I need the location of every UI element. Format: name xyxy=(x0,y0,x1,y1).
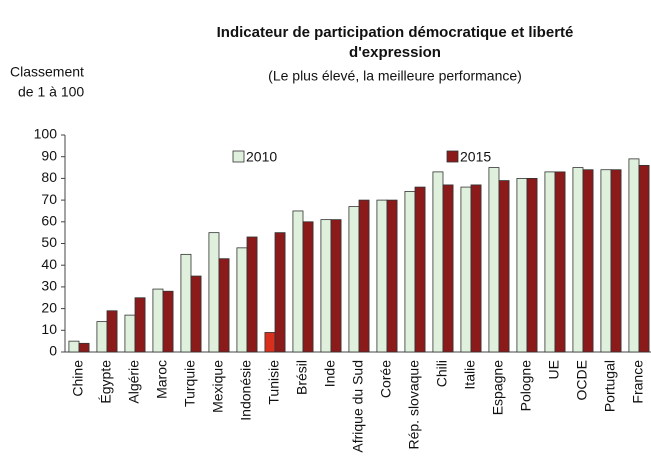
bar xyxy=(320,219,332,353)
bar xyxy=(414,186,426,353)
legend-label: 2015 xyxy=(460,149,491,165)
bar xyxy=(78,342,90,353)
x-tick-label: Égypte xyxy=(98,360,114,404)
chart-subtitle: (Le plus élevé, la meilleure performance… xyxy=(268,68,522,84)
bar xyxy=(386,199,398,353)
y-tick-label: 40 xyxy=(41,256,57,272)
bar xyxy=(208,232,220,353)
x-tick-label: Tunisie xyxy=(266,360,282,405)
legend-label: 2010 xyxy=(246,149,277,165)
x-tick-label: Corée xyxy=(378,360,394,398)
bar xyxy=(162,290,174,353)
bar xyxy=(460,186,472,353)
x-tick-label: France xyxy=(630,360,646,404)
bar xyxy=(404,191,416,353)
bar xyxy=(526,177,538,353)
y-axis-label: de 1 à 100 xyxy=(18,84,84,100)
bar xyxy=(432,171,444,353)
x-tick-label: Portugal xyxy=(602,360,618,412)
x-tick-label: Turquie xyxy=(182,360,198,407)
x-tick-label: Brésil xyxy=(294,360,310,395)
x-tick-label: OCDE xyxy=(574,360,590,400)
bar xyxy=(628,158,640,353)
bar xyxy=(274,232,286,353)
bar xyxy=(190,275,202,353)
x-tick-label: Afrique du Sud xyxy=(350,360,366,453)
x-tick-label: Inde xyxy=(322,360,338,387)
bar xyxy=(302,221,314,353)
bar xyxy=(218,258,230,353)
y-tick-label: 20 xyxy=(41,299,57,315)
x-tick-label: Pologne xyxy=(518,360,534,412)
bar xyxy=(638,164,650,353)
y-tick-label: 70 xyxy=(41,191,57,207)
y-axis-label: Classement xyxy=(10,64,84,80)
bar xyxy=(516,177,528,353)
bar xyxy=(600,169,612,353)
x-tick-label: Italie xyxy=(462,360,478,390)
x-tick-label: Espagne xyxy=(490,360,506,415)
x-tick-label: Rép. slovaque xyxy=(406,360,422,450)
bar xyxy=(68,340,80,353)
bar xyxy=(180,253,192,353)
x-tick-label: Maroc xyxy=(154,360,170,399)
chart-title: Indicateur de participation démocratique… xyxy=(217,24,574,41)
bar xyxy=(348,206,360,353)
y-tick-label: 10 xyxy=(41,321,57,337)
y-tick-label: 60 xyxy=(41,213,57,229)
y-tick-label: 100 xyxy=(34,126,58,142)
bar xyxy=(246,236,258,353)
bar xyxy=(610,169,622,353)
bar xyxy=(236,247,248,353)
bar xyxy=(544,171,556,353)
bar xyxy=(292,210,304,353)
bar xyxy=(152,288,164,353)
bar xyxy=(470,184,482,353)
bar xyxy=(264,332,276,353)
bar xyxy=(442,184,454,353)
y-tick-label: 80 xyxy=(41,169,57,185)
bar xyxy=(498,180,510,353)
bar xyxy=(96,321,108,353)
x-tick-label: Algérie xyxy=(126,360,142,404)
y-tick-label: 0 xyxy=(49,343,57,359)
bar xyxy=(124,314,136,353)
bar xyxy=(106,310,118,353)
bar xyxy=(488,167,500,353)
chart-title: d'expression xyxy=(349,44,441,61)
bar xyxy=(582,169,594,353)
x-tick-label: UE xyxy=(546,360,562,379)
y-tick-label: 50 xyxy=(41,234,57,250)
bar xyxy=(572,167,584,353)
y-tick-label: 90 xyxy=(41,147,57,163)
bar xyxy=(376,199,388,353)
bar xyxy=(554,171,566,353)
x-tick-label: Chine xyxy=(70,360,86,397)
legend-swatch xyxy=(232,150,245,163)
bar xyxy=(358,199,370,353)
y-tick-label: 30 xyxy=(41,278,57,294)
bar xyxy=(330,219,342,353)
x-tick-label: Mexique xyxy=(210,360,226,413)
x-tick-label: Indonésie xyxy=(238,360,254,421)
bar xyxy=(134,297,146,353)
legend-swatch xyxy=(446,150,459,163)
x-tick-label: Chili xyxy=(434,360,450,387)
